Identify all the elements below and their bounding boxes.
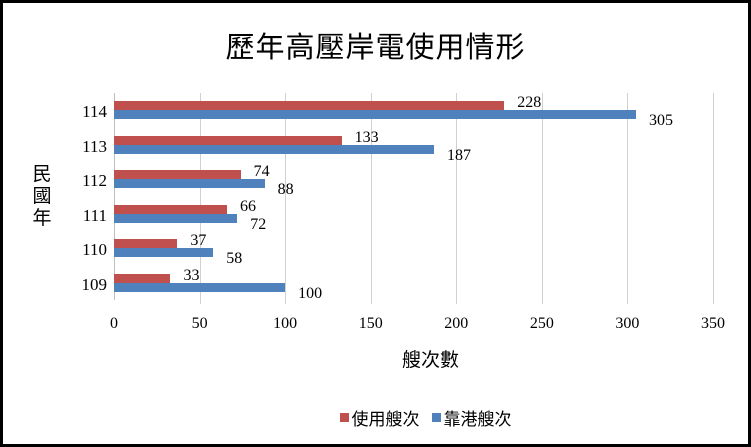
bar-used[interactable] — [114, 135, 342, 145]
data-label: 100 — [298, 284, 323, 302]
x-tick-label: 150 — [358, 315, 383, 332]
gridline — [370, 93, 372, 304]
y-axis-title-char: 年 — [32, 207, 52, 229]
legend-swatch-icon — [339, 413, 349, 422]
legend-swatch-icon — [431, 413, 441, 422]
bar-docked[interactable] — [114, 213, 238, 223]
data-label: 72 — [250, 215, 267, 233]
bar-docked[interactable] — [114, 248, 214, 257]
data-label: 66 — [239, 197, 256, 215]
legend-item-used[interactable]: 使用艘次 — [339, 405, 420, 430]
gridline — [114, 93, 115, 300]
y-category-label: 114 — [82, 102, 107, 121]
x-tick-label: 250 — [529, 315, 554, 332]
data-label: 305 — [648, 112, 673, 129]
bar-used[interactable] — [114, 239, 178, 248]
x-tick-label: 300 — [615, 315, 640, 332]
y-axis-title-char: 民 — [32, 163, 52, 185]
x-axis-title: 艘次數 — [401, 349, 459, 371]
data-label: 133 — [354, 128, 379, 146]
data-label: 187 — [447, 146, 472, 164]
legend: 使用艘次 靠港艘次 — [0, 405, 751, 430]
gridline — [541, 93, 543, 304]
gridline — [199, 93, 201, 304]
gridline — [627, 93, 629, 304]
bar-used[interactable] — [114, 273, 171, 283]
bar-docked[interactable] — [114, 179, 265, 188]
bar-docked[interactable] — [114, 110, 636, 119]
legend-label: 使用艘次 — [351, 410, 420, 430]
y-category-label: 113 — [82, 136, 107, 156]
y-category-label: 111 — [82, 205, 107, 225]
data-label: 88 — [277, 181, 294, 198]
x-tick-label: 50 — [191, 315, 208, 332]
x-tick-label: 200 — [444, 315, 469, 332]
bar-used[interactable] — [114, 101, 505, 110]
y-axis-title-char: 國 — [32, 185, 52, 207]
bar-used[interactable] — [114, 204, 227, 214]
data-label: 58 — [226, 250, 243, 267]
x-tick-label: 0 — [110, 315, 118, 332]
gridline — [456, 93, 458, 304]
bar-docked[interactable] — [114, 144, 435, 154]
data-label: 228 — [517, 94, 542, 111]
plot-area: 228 305 133 187 74 88 66 72 37 58 33 100 — [114, 93, 714, 304]
legend-item-docked[interactable]: 靠港艘次 — [431, 405, 512, 430]
data-label: 33 — [183, 266, 200, 284]
legend-label: 靠港艘次 — [443, 410, 512, 430]
gridline — [285, 93, 287, 304]
gridline — [713, 93, 714, 304]
chart-title: 歷年高壓岸電使用情形 — [225, 30, 526, 64]
data-label: 37 — [190, 232, 207, 249]
y-category-label: 110 — [82, 240, 107, 259]
x-tick-label: 350 — [701, 315, 725, 332]
x-tick-label: 100 — [273, 315, 298, 332]
data-label: 74 — [253, 163, 270, 180]
y-category-label: 112 — [82, 171, 107, 190]
bar-docked[interactable] — [114, 282, 286, 292]
bar-used[interactable] — [114, 170, 241, 179]
y-axis-title: 民 國 年 — [31, 163, 53, 229]
y-category-label: 109 — [81, 274, 108, 294]
